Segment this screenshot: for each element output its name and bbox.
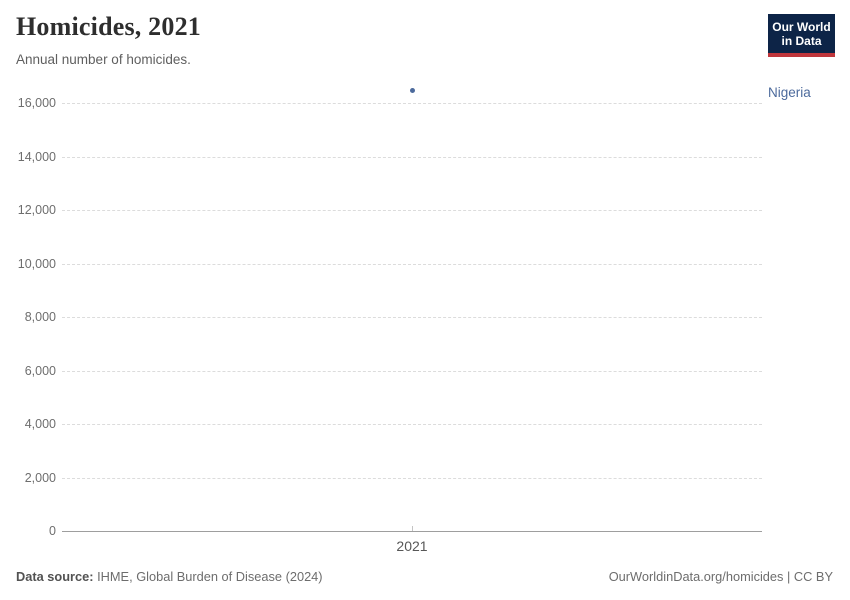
x-axis-tick xyxy=(412,526,413,531)
footer-attribution: OurWorldinData.org/homicides | CC BY xyxy=(608,569,833,584)
chart-subtitle: Annual number of homicides. xyxy=(16,52,191,67)
gridline xyxy=(62,477,762,479)
entity-label-nigeria[interactable]: Nigeria xyxy=(768,84,811,100)
y-axis-tick-label: 8,000 xyxy=(24,310,56,324)
gridline xyxy=(62,424,762,425)
y-axis-tick-label: 4,000 xyxy=(24,417,56,431)
x-axis-line xyxy=(62,531,762,532)
gridline xyxy=(62,103,762,104)
gridline xyxy=(62,263,762,265)
owid-logo-line2: in Data xyxy=(781,34,822,48)
gridline xyxy=(62,370,762,372)
y-axis-tick-label: 0 xyxy=(49,524,56,538)
y-axis-tick-label: 10,000 xyxy=(17,256,56,271)
owid-logo-line1: Our World xyxy=(772,20,831,34)
y-axis-tick-label: 16,000 xyxy=(17,96,56,110)
gridline xyxy=(62,317,762,318)
y-axis-tick-label: 6,000 xyxy=(24,363,56,378)
data-point-nigeria[interactable] xyxy=(409,88,415,94)
owid-logo: Our World in Data xyxy=(768,14,835,57)
x-axis-tick-label: 2021 xyxy=(396,538,428,554)
y-axis-tick-label: 12,000 xyxy=(17,203,56,217)
data-source-value: IHME, Global Burden of Disease (2024) xyxy=(93,569,323,584)
page-title: Homicides, 2021 xyxy=(16,12,201,41)
gridline xyxy=(62,156,762,158)
gridline xyxy=(62,210,762,211)
y-axis-tick-label: 2,000 xyxy=(24,470,56,485)
y-axis-tick-label: 14,000 xyxy=(17,149,56,164)
data-source: Data source: IHME, Global Burden of Dise… xyxy=(16,569,323,584)
data-source-label: Data source: xyxy=(16,569,94,584)
